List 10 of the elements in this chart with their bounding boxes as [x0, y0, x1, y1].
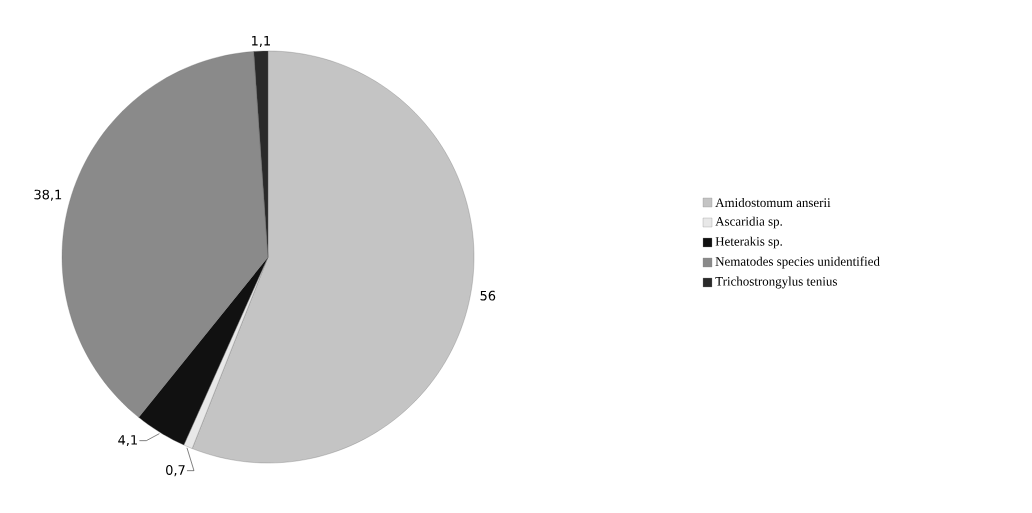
legend-label: Trichostrongylus tenius: [715, 276, 837, 289]
legend-label: Ascaridia sp.: [715, 216, 782, 229]
legend-label: Heterakis sp.: [715, 236, 782, 249]
data-label: 0,7: [166, 465, 185, 477]
data-label: 1,1: [252, 35, 270, 47]
data-label: 4,1: [118, 435, 137, 447]
legend-label: Amidostomum anserii: [715, 197, 831, 208]
data-label: 56: [480, 290, 496, 301]
data-label: 38,1: [34, 189, 62, 201]
legend-label: Nematodes species unidentified: [715, 256, 880, 269]
